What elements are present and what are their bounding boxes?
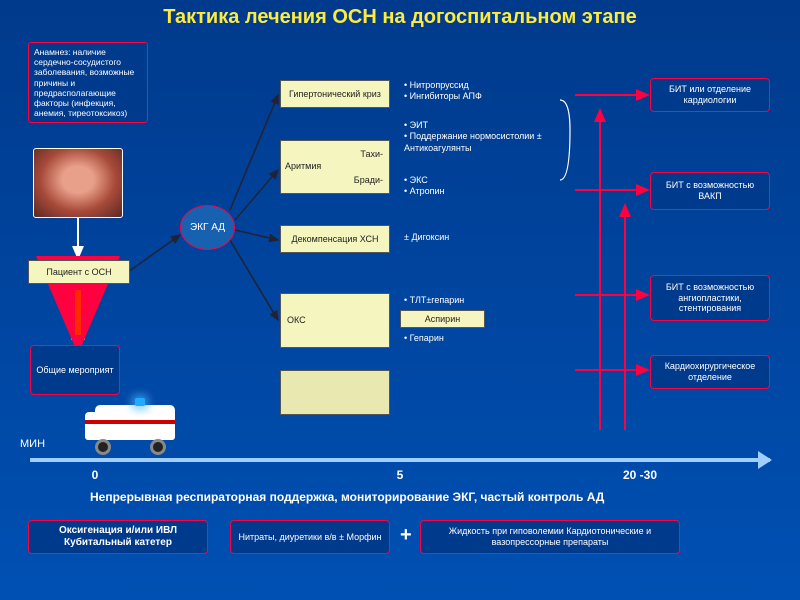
cond-hypertonic: Гипертонический криз bbox=[280, 80, 390, 108]
cond-arrhythmia: Аритмия Тахи- Бради- bbox=[280, 140, 390, 194]
bottom-oxy: Оксигенация и/или ИВЛ Кубитальный катете… bbox=[28, 520, 208, 554]
plus-sign: + bbox=[400, 524, 412, 547]
dest-bit-cardio: БИТ или отделение кардиологии bbox=[650, 78, 770, 112]
cond-decomp: Декомпенсация ХСН bbox=[280, 225, 390, 253]
tl-20: 20 -30 bbox=[623, 468, 657, 482]
min-label: МИН bbox=[20, 438, 45, 450]
dest-surgery: Кардиохирургическое отделение bbox=[650, 355, 770, 389]
bullets-arrhythmia-b: ЭКС Атропин bbox=[404, 175, 444, 198]
footer-text: Непрерывная респираторная поддержка, мон… bbox=[90, 490, 604, 504]
ambulance-image bbox=[85, 390, 185, 455]
timeline: 0 5 20 -30 bbox=[30, 458, 770, 462]
bottom-fluids: Жидкость при гиповолемии Кардиотонически… bbox=[420, 520, 680, 554]
bullets-arrhythmia-a: ЭИТ Поддержание нормосистолии ± Антикоаг… bbox=[404, 120, 544, 154]
page-title: Тактика лечения ОСН на догоспитальном эт… bbox=[0, 6, 800, 29]
anamnesis-box: Анамнез: наличие сердечно-сосудистого за… bbox=[28, 42, 148, 123]
brady-label: Бради- bbox=[354, 175, 383, 185]
ekg-node: ЭКГ АД bbox=[180, 205, 235, 250]
bullets-hypertonic: Нитропруссид Ингибиторы АПФ bbox=[404, 80, 482, 103]
cond-oks: ОКС bbox=[280, 293, 390, 348]
heart-image bbox=[33, 148, 123, 218]
bullets-oks-a: ТЛТ±гепарин bbox=[404, 295, 464, 306]
tachy-label: Тахи- bbox=[360, 149, 383, 159]
dest-bit-vakp: БИТ с возможностью ВАКП bbox=[650, 172, 770, 210]
oks-label: ОКС bbox=[287, 315, 306, 325]
cond-extra bbox=[280, 370, 390, 415]
bottom-nitrates: Нитраты, диуретики в/в ± Морфин bbox=[230, 520, 390, 554]
patient-box: Пациент с ОСН bbox=[28, 260, 130, 284]
arrhythmia-label: Аритмия bbox=[285, 161, 321, 171]
tl-5: 5 bbox=[397, 468, 404, 482]
dest-bit-angio: БИТ с возможностью ангиопластики, стенти… bbox=[650, 275, 770, 321]
aspirin-box: Аспирин bbox=[400, 310, 485, 328]
bullets-oks-b: Гепарин bbox=[404, 333, 444, 344]
tl-0: 0 bbox=[92, 468, 99, 482]
bullets-digoxin: ± Дигоксин bbox=[404, 232, 449, 242]
general-box: Общие мероприят bbox=[30, 345, 120, 395]
